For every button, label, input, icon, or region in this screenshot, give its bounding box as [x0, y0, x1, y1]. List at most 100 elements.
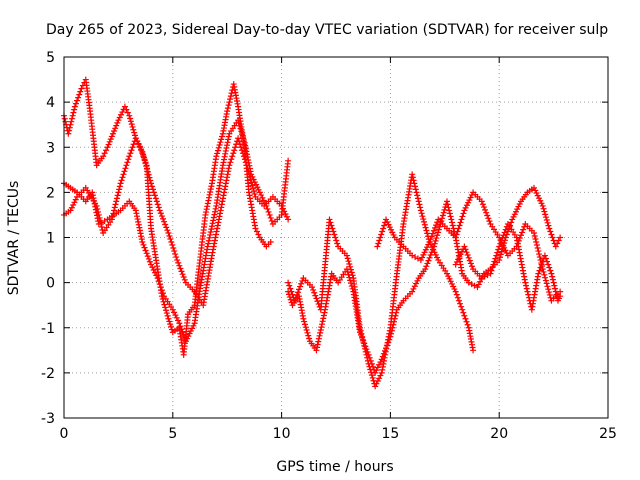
y-tick-label: 4 [46, 95, 55, 111]
data-point [227, 159, 234, 166]
data-point [150, 189, 157, 196]
data-point [116, 183, 123, 190]
data-point [207, 229, 214, 236]
data-point [421, 218, 428, 225]
data-point [230, 150, 237, 157]
data-point [114, 119, 121, 126]
data-point [141, 157, 148, 164]
data-point [95, 211, 102, 218]
data-point [226, 162, 233, 169]
data-point [147, 177, 154, 184]
data-point [164, 227, 171, 234]
x-tick-label: 20 [490, 426, 508, 442]
data-point [105, 141, 112, 148]
data-point [144, 253, 151, 260]
data-point [249, 182, 256, 189]
data-point [267, 239, 274, 246]
data-point [156, 207, 163, 214]
data-point [74, 97, 81, 104]
data-point [244, 165, 251, 172]
data-point [542, 255, 549, 262]
x-tick-label: 10 [273, 426, 291, 442]
data-point [209, 220, 216, 227]
data-point [479, 201, 486, 208]
data-point [152, 195, 159, 202]
data-point [265, 208, 272, 215]
data-point [173, 254, 180, 261]
data-point [138, 146, 145, 153]
data-point [70, 202, 77, 209]
data-point [542, 214, 549, 221]
data-point [523, 282, 530, 289]
data-point [349, 272, 356, 279]
data-point [151, 269, 158, 276]
data-point [460, 210, 467, 217]
data-point [115, 117, 122, 124]
y-tick-label: 5 [46, 50, 55, 66]
data-point [70, 109, 77, 116]
data-point [129, 123, 136, 130]
data-point [227, 96, 234, 103]
data-point [235, 117, 242, 124]
data-point [454, 294, 461, 301]
data-point [541, 271, 548, 278]
data-point [225, 102, 232, 109]
data-point [411, 180, 418, 187]
data-point [362, 348, 369, 355]
data-point [75, 94, 82, 101]
chart-title: Day 265 of 2023, Sidereal Day-to-day VTE… [46, 22, 608, 38]
data-point [279, 205, 286, 212]
data-point [285, 216, 292, 223]
data-point [499, 235, 506, 242]
data-point [417, 207, 424, 214]
data-point [460, 309, 467, 316]
data-point [142, 247, 149, 254]
data-point [122, 165, 129, 172]
data-point [496, 243, 503, 250]
data-point [239, 131, 246, 138]
data-point [552, 243, 559, 250]
data-point [328, 222, 335, 229]
data-point [533, 239, 540, 246]
data-point [376, 375, 383, 382]
y-tick-label: -3 [41, 411, 55, 427]
data-point [111, 204, 118, 211]
data-point [119, 109, 126, 116]
data-point [177, 323, 184, 330]
data-point [128, 121, 135, 128]
data-points [61, 76, 564, 390]
data-point [427, 236, 434, 243]
data-point [173, 314, 180, 321]
data-point [163, 310, 170, 317]
data-point [128, 147, 135, 154]
data-point [311, 289, 318, 296]
data-point [333, 237, 340, 244]
data-point [168, 239, 175, 246]
data-point [546, 291, 553, 298]
data-point [497, 240, 504, 247]
data-point [431, 240, 438, 247]
data-point [166, 318, 173, 325]
data-point [474, 284, 481, 291]
data-point [278, 202, 285, 209]
data-point [139, 239, 146, 246]
data-point [144, 168, 151, 175]
data-point [154, 275, 161, 282]
data-point [320, 315, 327, 322]
data-point [546, 289, 553, 296]
data-point [208, 226, 215, 233]
data-point [380, 225, 387, 232]
data-point [224, 105, 231, 112]
data-point [291, 297, 298, 304]
data-point [240, 153, 247, 160]
data-point [449, 222, 456, 229]
data-point [162, 304, 169, 311]
data-point [179, 271, 186, 278]
data-point [532, 236, 539, 243]
data-point [239, 134, 246, 141]
data-point [463, 249, 470, 256]
data-point [321, 309, 328, 316]
y-tick-label: 1 [46, 231, 55, 247]
data-point [180, 332, 187, 339]
data-point [425, 257, 432, 264]
